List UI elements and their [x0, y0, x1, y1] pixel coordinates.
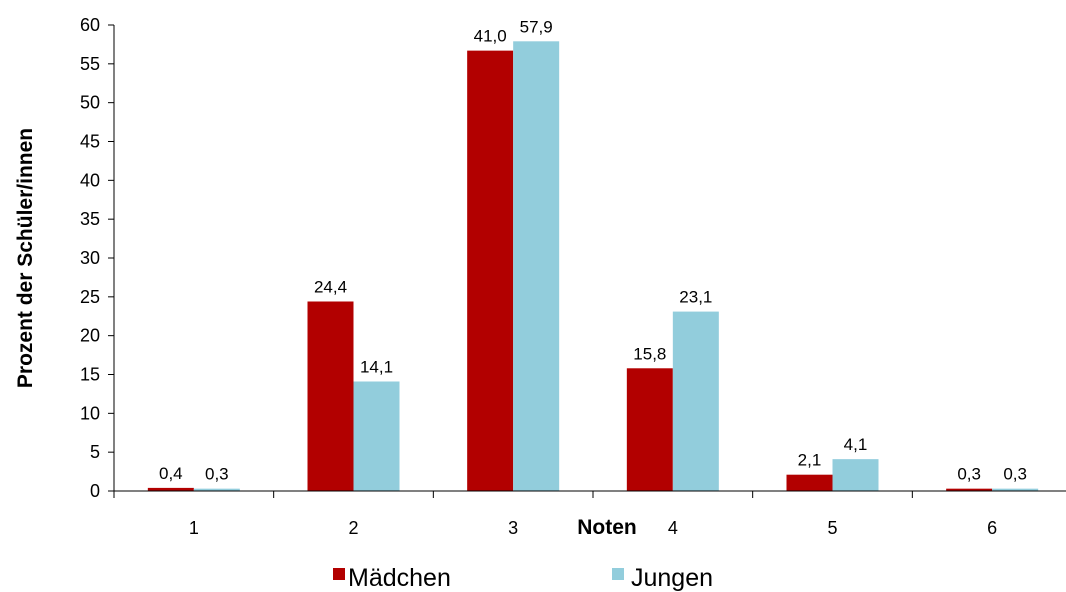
- legend-swatch: [612, 568, 624, 580]
- bar-maedchen: [147, 487, 194, 491]
- y-tick-label: 20: [80, 326, 100, 346]
- x-tick-label: 2: [348, 518, 358, 538]
- y-tick-label: 55: [80, 54, 100, 74]
- axes: [113, 25, 1066, 492]
- data-label: 0,3: [957, 465, 981, 484]
- bar-jungen: [832, 459, 879, 491]
- y-tick-label: 5: [90, 442, 100, 462]
- x-tick-label: 5: [827, 518, 837, 538]
- data-label: 4,1: [844, 435, 868, 454]
- y-tick-label: 60: [80, 15, 100, 35]
- y-tick-label: 15: [80, 365, 100, 385]
- bars: [147, 41, 1039, 492]
- bar-jungen: [513, 41, 560, 492]
- legend: Mädchen Jungen: [333, 564, 713, 592]
- y-tick-label: 35: [80, 209, 100, 229]
- data-label: 0,4: [159, 464, 183, 483]
- x-tick-label: 1: [189, 518, 199, 538]
- bar-maedchen: [307, 301, 354, 491]
- bar-jungen: [992, 488, 1039, 491]
- data-label: 14,1: [360, 357, 393, 376]
- bar-maedchen: [467, 50, 514, 491]
- y-tick-label: 40: [80, 170, 100, 190]
- bar-jungen: [672, 311, 719, 491]
- data-label: 23,1: [679, 288, 712, 307]
- data-label: 0,3: [205, 465, 229, 484]
- legend-swatch: [333, 568, 345, 580]
- bar-maedchen: [626, 368, 673, 491]
- bar-maedchen: [786, 474, 833, 491]
- data-labels: 0,4 24,4 41,0 15,8 2,1 0,3 0,3 14,1 57,9 23,1 4,1 0…: [159, 17, 1027, 483]
- data-label: 15,8: [633, 344, 666, 363]
- y-tick-label: 25: [80, 287, 100, 307]
- y-tick-label: 45: [80, 132, 100, 152]
- legend-label: Jungen: [631, 564, 713, 592]
- y-tick-label: 30: [80, 248, 100, 268]
- bar-jungen: [193, 488, 240, 491]
- bar-maedchen: [946, 488, 993, 491]
- y-axis-ticks: 0 5 10 15 20 25 30 35 40 45 50 55 60: [80, 15, 114, 501]
- data-label: 57,9: [520, 17, 553, 36]
- y-axis-title: Prozent der Schüler/innen: [14, 128, 37, 388]
- x-tick-label: 6: [987, 518, 997, 538]
- data-label: 41,0: [474, 27, 507, 46]
- data-label: 2,1: [798, 451, 822, 470]
- bar-jungen: [353, 381, 400, 491]
- x-tick-label: 3: [508, 518, 518, 538]
- data-label: 0,3: [1003, 465, 1027, 484]
- data-label: 24,4: [314, 277, 347, 296]
- y-tick-label: 0: [90, 481, 100, 501]
- x-axis-ticks: 1 2 3 4 5 6: [113, 491, 997, 538]
- x-tick-label: 4: [668, 518, 678, 538]
- legend-label: Mädchen: [348, 564, 451, 592]
- y-tick-label: 50: [80, 93, 100, 113]
- x-axis-title: Noten: [577, 516, 637, 539]
- y-tick-label: 10: [80, 403, 100, 423]
